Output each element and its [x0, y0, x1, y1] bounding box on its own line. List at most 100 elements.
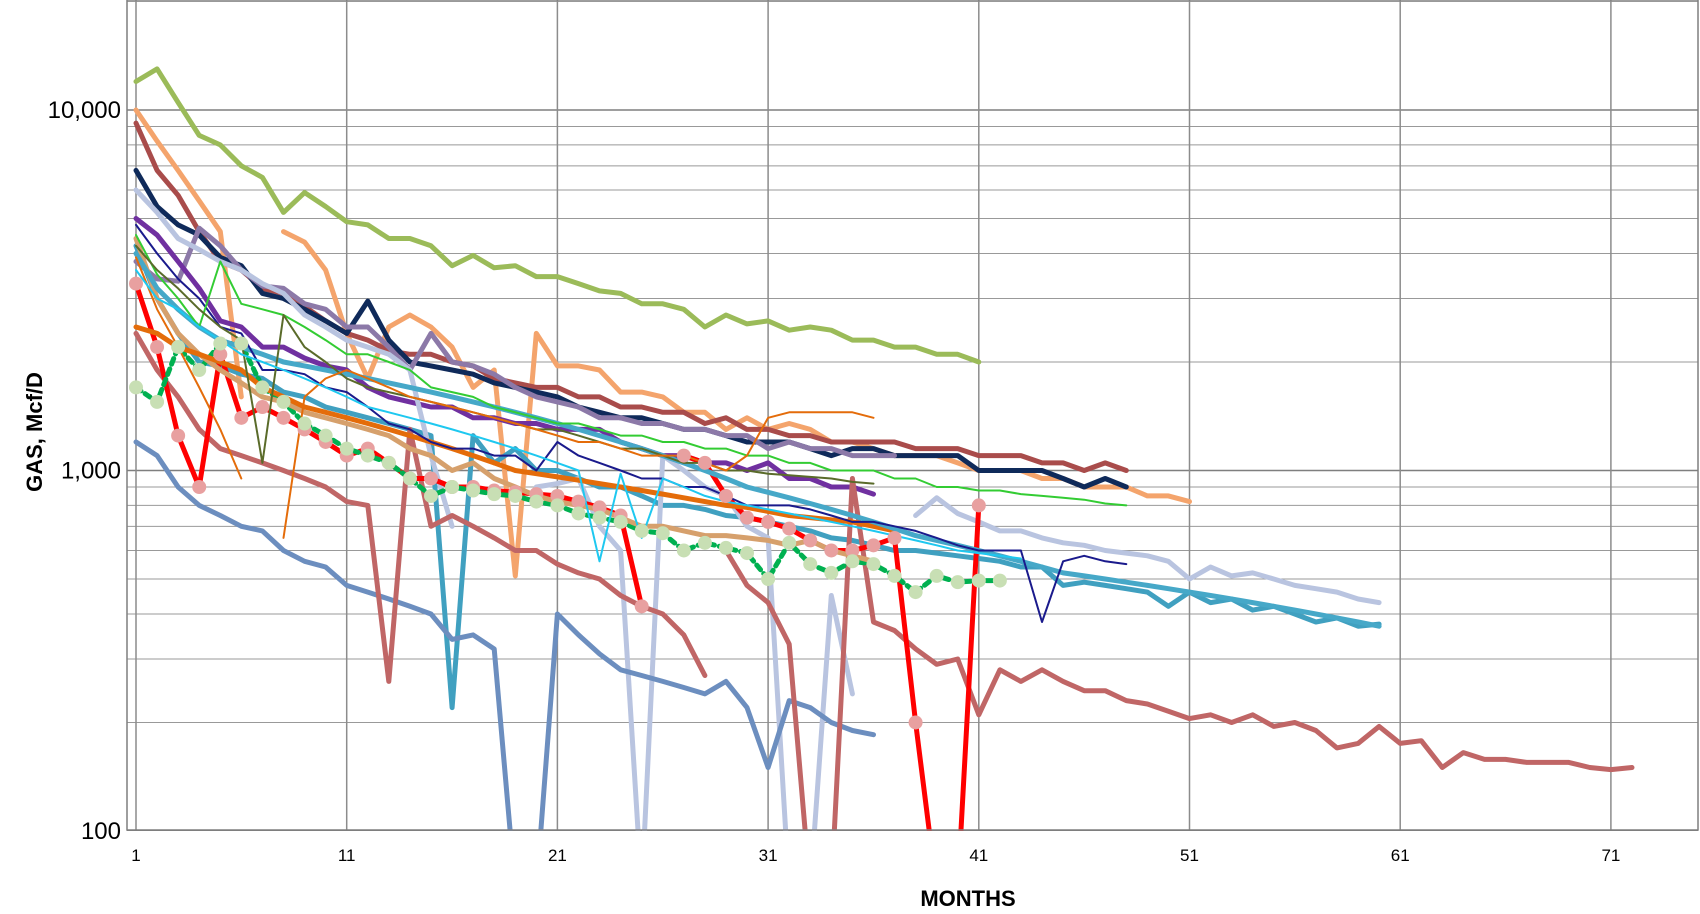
- series-line: [133, 243, 1382, 711]
- series-line: [133, 330, 708, 684]
- data-point: [929, 568, 944, 583]
- series-line: [135, 234, 1128, 507]
- series-line: [133, 187, 455, 529]
- data-point: [171, 428, 186, 443]
- data-point: [845, 543, 860, 558]
- data-point: [697, 455, 712, 470]
- data-point: [887, 530, 902, 545]
- x-tick-label: 61: [1391, 846, 1410, 865]
- data-point: [276, 394, 291, 409]
- data-point: [761, 514, 776, 529]
- data-point: [129, 276, 143, 291]
- data-point: [908, 715, 923, 730]
- data-point: [423, 488, 438, 503]
- series-line: [133, 439, 518, 893]
- data-point: [971, 573, 986, 588]
- plot-border: [126, 0, 1699, 831]
- data-point: [866, 538, 881, 553]
- data-point: [992, 573, 1007, 588]
- series-line: [133, 236, 876, 564]
- series-line: [723, 548, 813, 893]
- data-point: [592, 510, 607, 525]
- data-point: [592, 500, 607, 515]
- data-point: [950, 575, 965, 590]
- series-line: [828, 476, 1635, 893]
- data-point: [634, 523, 649, 538]
- x-tick-label: 1: [131, 846, 140, 865]
- x-axis-title: MONTHS: [920, 886, 1015, 911]
- x-tick-label: 31: [759, 846, 778, 865]
- data-point: [150, 340, 165, 355]
- data-point: [255, 380, 270, 395]
- data-point: [508, 488, 523, 503]
- data-point: [676, 543, 691, 558]
- data-point: [234, 336, 249, 351]
- data-point: [613, 514, 628, 529]
- data-point: [782, 535, 797, 550]
- data-point: [255, 400, 270, 415]
- x-tick-label: 11: [338, 846, 356, 865]
- x-tick-label: 51: [1180, 846, 1199, 865]
- data-point: [718, 488, 733, 503]
- data-point: [971, 498, 986, 513]
- data-point: [171, 340, 186, 355]
- data-point: [908, 585, 923, 600]
- y-tick-label: 1,000: [61, 458, 121, 485]
- data-point: [824, 543, 839, 558]
- data-point: [676, 448, 691, 463]
- data-point: [234, 410, 249, 425]
- data-point: [276, 410, 291, 425]
- data-point: [761, 572, 776, 587]
- x-tick-label: 41: [969, 846, 988, 865]
- data-point: [824, 565, 839, 580]
- data-point: [550, 498, 565, 513]
- data-point: [339, 441, 354, 456]
- series-line: [135, 256, 243, 480]
- data-point: [402, 471, 417, 486]
- data-point: [466, 483, 481, 498]
- series-line: [681, 453, 940, 893]
- data-point: [634, 599, 649, 614]
- data-point: [297, 416, 312, 431]
- bottom-mask: [0, 831, 1700, 914]
- data-point: [129, 380, 143, 395]
- series-line: [282, 369, 875, 539]
- data-point: [192, 363, 207, 378]
- data-point: [866, 557, 881, 572]
- data-point: [423, 471, 438, 486]
- data-point: [192, 479, 207, 494]
- data-point: [529, 494, 544, 509]
- x-tick-label: 71: [1601, 846, 1620, 865]
- series-line: [133, 66, 982, 365]
- series-line: [133, 251, 1382, 629]
- data-point: [718, 540, 733, 555]
- y-axis-title: GAS, Mcf/D: [22, 372, 47, 492]
- left-mask: [0, 0, 126, 914]
- series-line: [133, 167, 1129, 490]
- y-tick-label: 10,000: [48, 97, 121, 124]
- data-point: [381, 455, 396, 470]
- data-point: [571, 494, 586, 509]
- series-group: [129, 66, 1635, 893]
- data-point: [782, 521, 797, 536]
- series-line: [135, 223, 1128, 623]
- data-point: [655, 526, 670, 541]
- data-point: [150, 394, 165, 409]
- data-point: [360, 448, 375, 463]
- data-point: [445, 479, 460, 494]
- series-line: [533, 611, 876, 893]
- data-point: [487, 487, 502, 502]
- data-point: [803, 557, 818, 572]
- x-tick-label: 21: [548, 846, 567, 865]
- data-point: [213, 347, 228, 362]
- data-point: [740, 546, 755, 561]
- series-line: [135, 269, 1022, 563]
- data-point: [803, 533, 818, 548]
- data-point: [697, 535, 712, 550]
- data-point: [571, 506, 586, 521]
- data-point: [213, 336, 228, 351]
